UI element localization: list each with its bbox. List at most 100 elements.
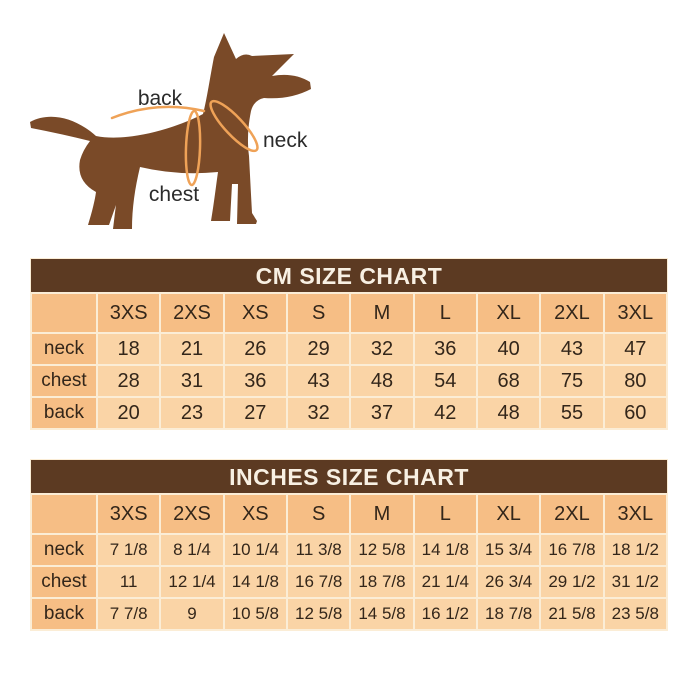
value-cell: 18 7/8 <box>349 565 415 599</box>
row-label-back: back <box>30 396 98 430</box>
value-cell: 23 <box>159 396 225 430</box>
corner-cell <box>30 493 98 535</box>
value-cell: 43 <box>285 364 352 398</box>
value-cell: 18 1/2 <box>602 533 669 567</box>
value-cell: 37 <box>349 396 415 430</box>
value-cell: 68 <box>475 364 542 398</box>
value-cell: 12 1/4 <box>159 565 225 599</box>
table-row-back: back 7 7/8 9 10 5/8 12 5/8 14 5/8 16 1/2 18 7/8… <box>30 597 669 631</box>
value-cell: 26 <box>222 332 288 366</box>
value-cell: 10 5/8 <box>222 597 288 631</box>
size-header-2xl: 2XL <box>539 292 605 334</box>
row-label-back: back <box>30 597 98 631</box>
value-cell: 26 3/4 <box>475 565 542 599</box>
value-cell: 36 <box>412 332 478 366</box>
size-header-xl: XL <box>475 292 542 334</box>
value-cell: 8 1/4 <box>159 533 225 567</box>
size-header-xs: XS <box>222 493 288 535</box>
value-cell: 28 <box>95 364 162 398</box>
header-row: 3XS 2XS XS S M L XL 2XL 3XL <box>30 292 669 334</box>
size-header-m: M <box>349 493 415 535</box>
value-cell: 16 1/2 <box>412 597 478 631</box>
value-cell: 15 3/4 <box>475 533 542 567</box>
size-header-s: S <box>285 493 352 535</box>
header-row: 3XS 2XS XS S M L XL 2XL 3XL <box>30 493 669 535</box>
neck-label: neck <box>263 129 308 152</box>
table-row-chest: chest 11 12 1/4 14 1/8 16 7/8 18 7/8 21 1/4 26 … <box>30 565 669 599</box>
size-header-3xl: 3XL <box>602 493 669 535</box>
size-header-s: S <box>285 292 352 334</box>
value-cell: 12 5/8 <box>349 533 415 567</box>
value-cell: 75 <box>539 364 605 398</box>
value-cell: 21 <box>159 332 225 366</box>
value-cell: 14 1/8 <box>412 533 478 567</box>
value-cell: 29 1/2 <box>539 565 605 599</box>
chest-measure-line <box>184 109 202 187</box>
value-cell: 23 5/8 <box>602 597 669 631</box>
value-cell: 10 1/4 <box>222 533 288 567</box>
corner-cell <box>30 292 98 334</box>
value-cell: 31 1/2 <box>602 565 669 599</box>
value-cell: 32 <box>349 332 415 366</box>
value-cell: 16 7/8 <box>539 533 605 567</box>
value-cell: 18 <box>95 332 162 366</box>
value-cell: 47 <box>602 332 669 366</box>
value-cell: 29 <box>285 332 352 366</box>
value-cell: 48 <box>349 364 415 398</box>
size-header-3xs: 3XS <box>95 493 162 535</box>
size-header-3xs: 3XS <box>95 292 162 334</box>
value-cell: 12 5/8 <box>285 597 352 631</box>
size-header-2xs: 2XS <box>159 292 225 334</box>
value-cell: 21 1/4 <box>412 565 478 599</box>
value-cell: 60 <box>602 396 669 430</box>
value-cell: 16 7/8 <box>285 565 352 599</box>
table-row-chest: chest 28 31 36 43 48 54 68 75 80 <box>30 364 669 398</box>
value-cell: 20 <box>95 396 162 430</box>
size-header-2xs: 2XS <box>159 493 225 535</box>
value-cell: 21 5/8 <box>539 597 605 631</box>
value-cell: 14 5/8 <box>349 597 415 631</box>
table-row-back: back 20 23 27 32 37 42 48 55 60 <box>30 396 669 430</box>
value-cell: 18 7/8 <box>475 597 542 631</box>
size-header-xl: XL <box>475 493 542 535</box>
back-measure-line <box>110 105 206 120</box>
table-row-neck: neck 7 1/8 8 1/4 10 1/4 11 3/8 12 5/8 14 1/8 15… <box>30 533 669 567</box>
value-cell: 11 <box>95 565 162 599</box>
table-row-neck: neck 18 21 26 29 32 36 40 43 47 <box>30 332 669 366</box>
value-cell: 32 <box>285 396 352 430</box>
size-header-2xl: 2XL <box>539 493 605 535</box>
size-header-m: M <box>349 292 415 334</box>
value-cell: 27 <box>222 396 288 430</box>
value-cell: 11 3/8 <box>285 533 352 567</box>
cm-size-chart-table: 3XS 2XS XS S M L XL 2XL 3XL neck 18 21 26 29 32 36 40 43… <box>30 292 669 430</box>
size-header-l: L <box>412 493 478 535</box>
value-cell: 40 <box>475 332 542 366</box>
row-label-neck: neck <box>30 533 98 567</box>
neck-measure-line <box>209 99 259 153</box>
value-cell: 54 <box>412 364 478 398</box>
cm-size-chart: CM SIZE CHART 3XS 2XS XS S M L XL 2XL 3XL neck 18… <box>30 258 669 430</box>
inches-chart-title: INCHES SIZE CHART <box>30 459 668 493</box>
value-cell: 36 <box>222 364 288 398</box>
size-header-3xl: 3XL <box>602 292 669 334</box>
row-label-chest: chest <box>30 565 98 599</box>
value-cell: 55 <box>539 396 605 430</box>
value-cell: 14 1/8 <box>222 565 288 599</box>
size-header-l: L <box>412 292 478 334</box>
inches-size-chart: INCHES SIZE CHART 3XS 2XS XS S M L XL 2XL 3XL ne… <box>30 459 669 631</box>
row-label-neck: neck <box>30 332 98 366</box>
back-label: back <box>138 87 183 110</box>
value-cell: 43 <box>539 332 605 366</box>
value-cell: 7 7/8 <box>95 597 162 631</box>
value-cell: 42 <box>412 396 478 430</box>
row-label-chest: chest <box>30 364 98 398</box>
value-cell: 9 <box>159 597 225 631</box>
dog-measurement-diagram: back neck chest <box>30 33 311 229</box>
value-cell: 31 <box>159 364 225 398</box>
size-header-xs: XS <box>222 292 288 334</box>
value-cell: 80 <box>602 364 669 398</box>
inches-size-chart-table: 3XS 2XS XS S M L XL 2XL 3XL neck 7 1/8 8 1/4 10 1/4… <box>30 493 669 631</box>
dog-silhouette <box>30 33 311 229</box>
value-cell: 7 1/8 <box>95 533 162 567</box>
